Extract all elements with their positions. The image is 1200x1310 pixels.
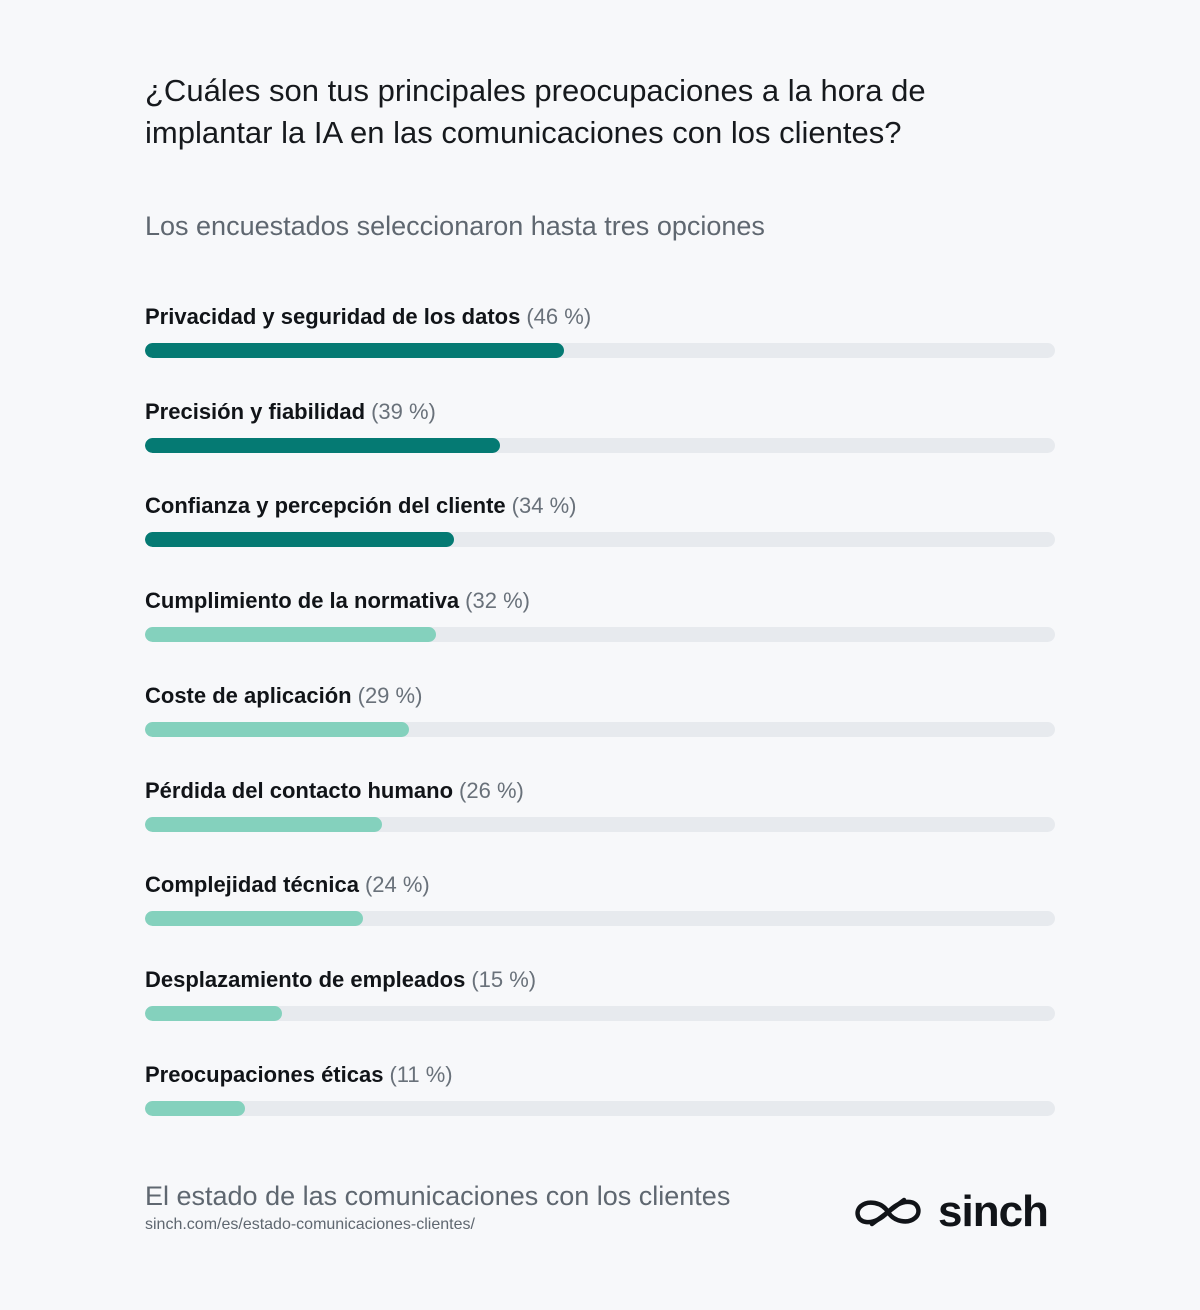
chart-title: ¿Cuáles son tus principales preocupacion… xyxy=(145,73,926,150)
sinch-infinity-logo-icon xyxy=(855,1197,921,1227)
category-name: Pérdida del contacto humano xyxy=(145,777,454,803)
value-label: (39 %) xyxy=(371,398,436,424)
bar-fill xyxy=(145,532,455,548)
bar-label: Confianza y percepción del cliente (34 %) xyxy=(145,487,576,525)
value-label: (34 %) xyxy=(511,493,577,519)
bar-label: Complejidad técnica (24 %) xyxy=(145,866,430,904)
bar-label: Coste de aplicación (29 %) xyxy=(145,677,422,715)
bar-row: Precisión y fiabilidad (39 %) xyxy=(145,393,1055,463)
bar-row: Coste de aplicación (29 %) xyxy=(145,677,1055,747)
value-label: (29 %) xyxy=(357,682,423,708)
bar-fill xyxy=(145,1100,246,1116)
bar-fill xyxy=(145,627,437,643)
bar-track xyxy=(145,721,1055,737)
bar-row: Pérdida del contacto humano (26 %) xyxy=(145,772,1055,842)
category-name: Complejidad técnica xyxy=(145,872,359,898)
category-name: Precisión y fiabilidad xyxy=(145,398,366,424)
bar-fill xyxy=(145,816,382,832)
category-name: Desplazamiento de empleados xyxy=(145,966,466,992)
bar-track xyxy=(145,1005,1055,1021)
bar-track xyxy=(145,816,1055,832)
category-name: Confianza y percepción del cliente xyxy=(145,493,506,519)
bar-row: Cumplimiento de la normativa (32 %) xyxy=(145,582,1055,652)
bar-track xyxy=(145,911,1055,927)
bar-track xyxy=(145,1100,1055,1116)
bar-fill xyxy=(145,721,409,737)
category-name: Cumplimiento de la normativa xyxy=(145,588,460,614)
bar-fill xyxy=(145,343,564,358)
bar-label: Desplazamiento de empleados (15 %) xyxy=(145,961,536,999)
footer-url[interactable]: sinch.com/es/estado-comunicaciones-clien… xyxy=(145,1216,475,1233)
bar-label: Pérdida del contacto humano (26 %) xyxy=(145,772,524,810)
value-label: (15 %) xyxy=(471,966,537,992)
bar-row: Confianza y percepción del cliente (34 %) xyxy=(145,487,1055,557)
sinch-logo: sinch xyxy=(852,1186,1057,1238)
bar-row: Desplazamiento de empleados (15 %) xyxy=(145,961,1055,1031)
bar-track xyxy=(145,532,1055,548)
category-name: Privacidad y seguridad de los datos xyxy=(145,304,521,329)
bar-label: Precisión y fiabilidad (39 %) xyxy=(145,393,436,431)
bar-label: Cumplimiento de la normativa (32 %) xyxy=(145,582,530,620)
value-label: (26 %) xyxy=(459,777,524,803)
bar-label: Privacidad y seguridad de los datos (46 %… xyxy=(145,298,591,336)
bar-fill xyxy=(145,1005,282,1021)
bar-fill xyxy=(145,437,500,453)
category-name: Coste de aplicación xyxy=(145,682,352,708)
value-label: (32 %) xyxy=(465,588,530,614)
logo-text: sinch xyxy=(938,1187,1049,1236)
bar-track xyxy=(145,343,1055,358)
value-label: (11 %) xyxy=(389,1061,453,1087)
bar-track xyxy=(145,437,1055,453)
footer-report-title: El estado de las comunicaciones con los … xyxy=(145,1181,731,1211)
value-label: (46 %) xyxy=(526,304,592,329)
bar-label: Preocupaciones éticas (11 %) xyxy=(145,1056,453,1094)
bar-fill xyxy=(145,911,364,927)
chart-subtitle: Los encuestados seleccionaron hasta tres… xyxy=(145,211,765,241)
bar-track xyxy=(145,627,1055,643)
bar-row: Complejidad técnica (24 %) xyxy=(145,866,1055,936)
value-label: (24 %) xyxy=(364,872,430,898)
bar-row: Privacidad y seguridad de los datos (46 %… xyxy=(145,298,1055,368)
bar-row: Preocupaciones éticas (11 %) xyxy=(145,1056,1055,1126)
category-name: Preocupaciones éticas xyxy=(145,1061,384,1087)
